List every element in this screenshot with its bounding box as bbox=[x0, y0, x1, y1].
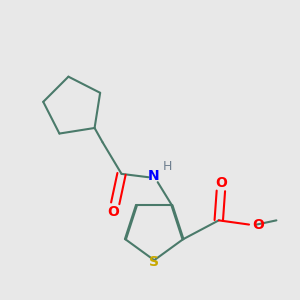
Text: S: S bbox=[149, 255, 159, 269]
Text: O: O bbox=[252, 218, 264, 232]
Text: H: H bbox=[162, 160, 172, 173]
Text: O: O bbox=[107, 205, 119, 219]
Text: N: N bbox=[147, 169, 159, 183]
Text: O: O bbox=[215, 176, 227, 190]
